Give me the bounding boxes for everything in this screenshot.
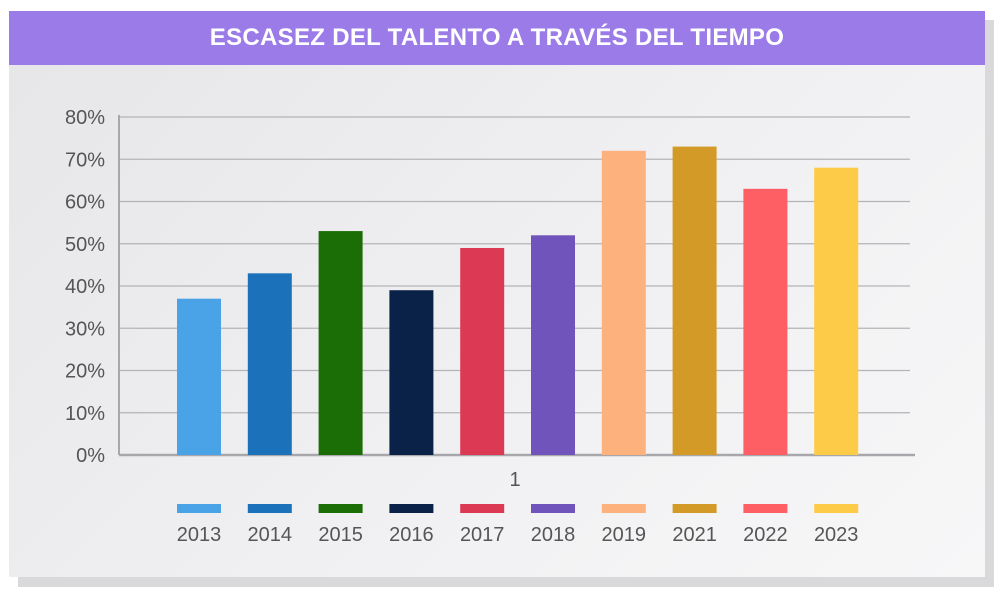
legend-swatch-2015 — [318, 504, 363, 513]
bar-2017 — [460, 247, 505, 455]
y-tick-label: 0% — [76, 445, 105, 467]
bar-2019 — [601, 150, 646, 456]
y-tick-label: 70% — [65, 149, 105, 171]
y-tick-label: 60% — [65, 192, 105, 214]
bar-2014 — [247, 273, 292, 455]
legend-label-2016: 2016 — [389, 524, 434, 546]
legend-swatch-2013 — [177, 504, 221, 513]
legend-label-2023: 2023 — [814, 524, 859, 546]
legend-label-2017: 2017 — [460, 524, 505, 546]
y-tick-label: 30% — [65, 318, 105, 340]
y-tick-label: 40% — [65, 276, 105, 298]
legend-swatch-2019 — [601, 504, 646, 513]
legend-label-2018: 2018 — [531, 524, 576, 546]
x-category-label: 1 — [509, 469, 520, 491]
chart-title: ESCASEZ DEL TALENTO A TRAVÉS DEL TIEMPO — [209, 24, 785, 51]
title-bar: ESCASEZ DEL TALENTO A TRAVÉS DEL TIEMPO — [9, 11, 985, 65]
legend-label-2014: 2014 — [248, 524, 293, 546]
y-tick-label: 20% — [65, 361, 105, 383]
legend-swatch-2021 — [672, 504, 717, 513]
y-tick-label: 50% — [65, 234, 105, 256]
y-tick-label: 80% — [65, 107, 105, 129]
legend-swatch-2014 — [247, 504, 292, 513]
legend-swatch-2022 — [743, 504, 788, 513]
legend-label-2022: 2022 — [743, 524, 788, 546]
legend-swatch-2018 — [531, 504, 575, 513]
bar-2018 — [531, 235, 575, 455]
bar-2013 — [177, 298, 221, 455]
bar-2022 — [743, 188, 788, 455]
legend-label-2019: 2019 — [602, 524, 647, 546]
bar-2021 — [672, 146, 717, 455]
y-tick-label: 10% — [65, 403, 105, 425]
bar-2016 — [389, 290, 434, 455]
legend-label-2021: 2021 — [672, 524, 717, 546]
bar-2023 — [814, 167, 859, 455]
bar-2015 — [318, 231, 363, 455]
legend-label-2015: 2015 — [318, 524, 363, 546]
legend-swatch-2016 — [389, 504, 434, 513]
legend-swatch-2017 — [460, 504, 505, 513]
legend-label-2013: 2013 — [177, 524, 222, 546]
legend-swatch-2023 — [814, 504, 859, 513]
